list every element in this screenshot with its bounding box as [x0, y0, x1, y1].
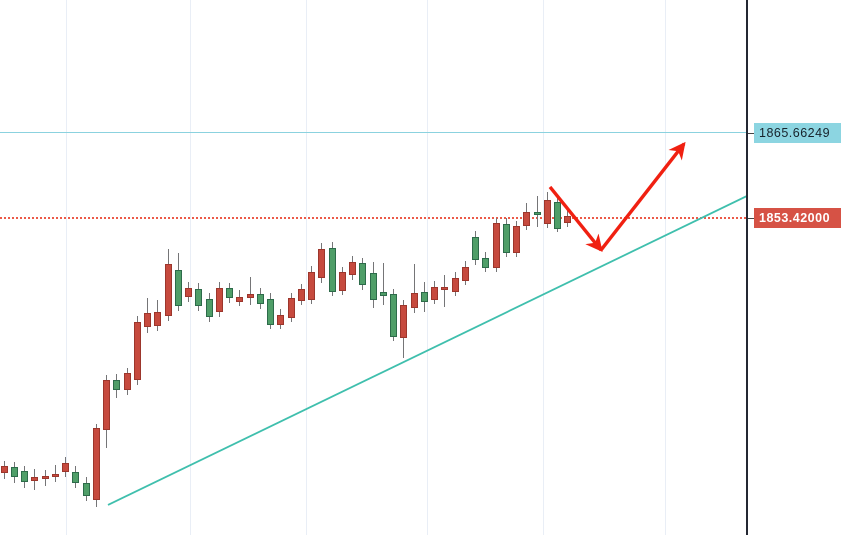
- candle-body-up: [420, 292, 428, 302]
- support-trendline[interactable]: [107, 195, 747, 506]
- candle-body-down: [0, 466, 8, 473]
- axis-tick-dash: [748, 132, 754, 134]
- resistance-price-label: 1865.66249: [754, 123, 841, 143]
- candle-body-up: [195, 289, 203, 307]
- vertical-gridline: [190, 0, 191, 535]
- candle-body-down: [31, 477, 39, 482]
- candle-body-up: [502, 223, 510, 253]
- candle-body-down: [277, 315, 285, 325]
- candle-body-up: [390, 294, 397, 337]
- candle-body-down: [92, 428, 100, 501]
- candle-body-down: [144, 313, 151, 327]
- candle-body-up: [472, 237, 479, 260]
- candle-body-up: [113, 380, 121, 391]
- candle-body-down: [543, 200, 551, 224]
- candle-body-down: [185, 287, 192, 297]
- candle-body-up: [359, 262, 367, 285]
- candle-wick: [444, 275, 446, 307]
- candle-body-down: [287, 297, 295, 319]
- candle-body-up: [482, 257, 490, 268]
- candle-body-up: [72, 472, 80, 484]
- candle-body-up: [82, 483, 90, 497]
- candle-body-down: [164, 264, 172, 317]
- drawings-layer: [107, 141, 747, 506]
- candle-body-down: [51, 474, 59, 478]
- candle-body-down: [441, 287, 449, 290]
- candle-body-up: [10, 467, 18, 478]
- candle-body-down: [349, 262, 356, 275]
- candle-body-up: [379, 292, 387, 297]
- candle-wick: [249, 277, 251, 305]
- candle-body-down: [451, 277, 459, 292]
- candle-body-down: [215, 287, 223, 312]
- resistance-level-line[interactable]: [0, 132, 746, 133]
- vertical-gridline: [66, 0, 67, 535]
- candle-body-down: [513, 225, 520, 253]
- projection-arrow-down[interactable]: [548, 185, 603, 253]
- candle-body-up: [267, 299, 274, 325]
- resistance-price-value: 1865.66249: [759, 126, 831, 140]
- candle-wick: [382, 262, 384, 305]
- candle-body-up: [174, 270, 182, 307]
- candle-body-down: [246, 294, 254, 298]
- candle-body-down: [236, 297, 244, 302]
- candle-wick: [54, 465, 56, 483]
- vertical-gridline: [543, 0, 544, 535]
- candle-body-down: [318, 249, 326, 278]
- candle-body-down: [103, 380, 110, 431]
- candlestick-plot-area[interactable]: [0, 0, 747, 535]
- current-price-dotted-line: [0, 217, 746, 219]
- current-price-label: 1853.42000: [754, 208, 841, 228]
- current-price-value: 1853.42000: [759, 211, 831, 225]
- candle-body-up: [533, 212, 541, 215]
- candle-body-down: [431, 287, 438, 300]
- candle-body-down: [523, 212, 531, 226]
- projection-arrow-up[interactable]: [599, 141, 686, 252]
- candle-body-down: [154, 312, 162, 327]
- candle-body-up: [226, 287, 233, 298]
- vertical-gridline: [306, 0, 307, 535]
- candle-body-up: [21, 471, 28, 483]
- vertical-gridline: [665, 0, 666, 535]
- vertical-gridline: [427, 0, 428, 535]
- candle-wick: [536, 195, 538, 228]
- candle-body-down: [62, 463, 69, 473]
- price-axis-border: [746, 0, 748, 535]
- candle-body-up: [256, 294, 264, 304]
- candle-body-down: [461, 267, 469, 281]
- candle-body-down: [123, 373, 131, 391]
- candle-body-down: [564, 215, 572, 223]
- candle-body-down: [492, 222, 500, 268]
- candle-body-down: [297, 289, 305, 302]
- candle-body-up: [205, 299, 213, 317]
- candle-body-down: [338, 272, 346, 291]
- axis-tick-dash: [748, 217, 754, 219]
- candle-body-up: [369, 272, 377, 300]
- candle-body-down: [308, 272, 315, 300]
- price-axis[interactable]: 1865.66249 1853.42000: [748, 0, 841, 535]
- candle-body-down: [410, 292, 418, 309]
- candle-body-down: [41, 476, 49, 480]
- candle-body-down: [133, 322, 141, 381]
- candle-body-up: [554, 202, 561, 229]
- candle-body-up: [328, 247, 336, 292]
- candle-body-down: [400, 304, 408, 339]
- candle-wick: [413, 264, 415, 314]
